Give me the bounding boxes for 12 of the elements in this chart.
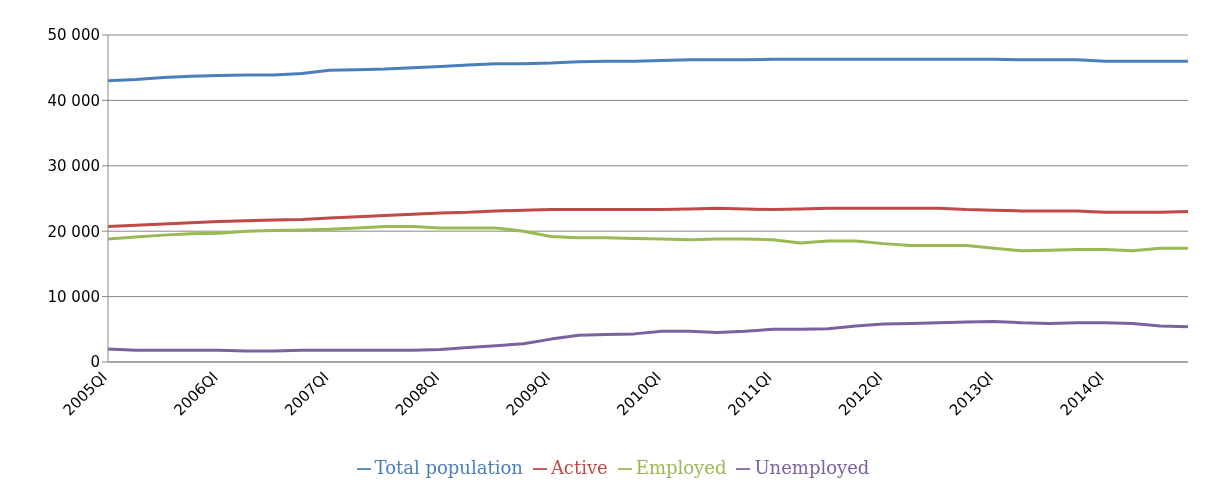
y-tick-label: 40 000 [47, 91, 100, 110]
legend-label: Total population [374, 457, 523, 478]
y-tick-label: 30 000 [47, 157, 100, 176]
legend-label: Active [550, 457, 608, 478]
legend-label: Employed [635, 457, 727, 478]
y-tick-label: 0 [90, 353, 100, 372]
y-tick-label: 10 000 [47, 287, 100, 306]
y-tick-label: 20 000 [47, 222, 100, 241]
y-tick-label: 50 000 [47, 26, 100, 45]
line-series [106, 57, 1190, 83]
line-series [106, 319, 1190, 353]
legend-label: Unemployed [754, 457, 870, 478]
